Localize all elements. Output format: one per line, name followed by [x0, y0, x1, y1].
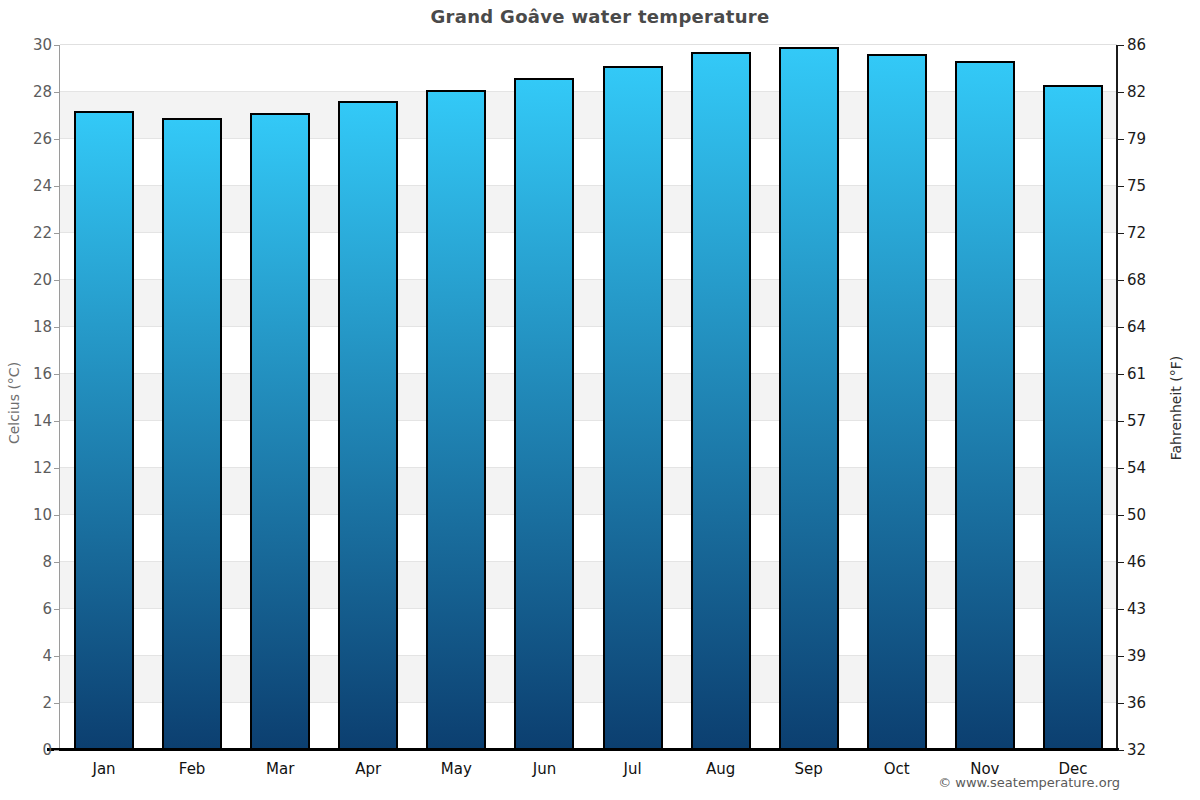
y-tick-mark-left	[54, 233, 59, 234]
temperature-bar-sep[interactable]	[779, 47, 839, 750]
y-tick-mark-right	[1118, 92, 1124, 93]
y-tick-label-celsius: 2	[0, 694, 52, 712]
y-tick-mark-right	[1118, 750, 1124, 751]
y-tick-mark-left	[54, 186, 59, 187]
y-tick-label-celsius: 30	[0, 36, 52, 54]
y-tick-label-celsius: 4	[0, 647, 52, 665]
y-tick-label-fahrenheit: 75	[1127, 177, 1146, 195]
y-tick-label-fahrenheit: 64	[1127, 318, 1146, 336]
y-axis-line-left	[59, 45, 60, 750]
y-tick-mark-right	[1118, 609, 1124, 610]
temperature-bar-jun[interactable]	[514, 78, 574, 750]
y-tick-mark-left	[54, 468, 59, 469]
y-tick-mark-left	[54, 750, 59, 751]
y-tick-label-celsius: 8	[0, 553, 52, 571]
month-label-sep: Sep	[765, 759, 853, 779]
y-tick-label-fahrenheit: 32	[1127, 741, 1146, 759]
month-label-feb: Feb	[148, 759, 236, 779]
x-axis-line	[47, 748, 1119, 751]
y-tick-label-fahrenheit: 82	[1127, 83, 1146, 101]
y-tick-mark-right	[1118, 186, 1124, 187]
month-label-mar: Mar	[236, 759, 324, 779]
y-tick-mark-left	[54, 609, 59, 610]
y-tick-label-celsius: 26	[0, 130, 52, 148]
y-tick-mark-right	[1118, 656, 1124, 657]
y-tick-label-celsius: 6	[0, 600, 52, 618]
y-tick-label-fahrenheit: 39	[1127, 647, 1146, 665]
y-tick-mark-left	[54, 45, 59, 46]
temperature-bar-dec[interactable]	[1043, 85, 1103, 750]
y-tick-label-fahrenheit: 50	[1127, 506, 1146, 524]
y-tick-label-fahrenheit: 36	[1127, 694, 1146, 712]
temperature-bar-jan[interactable]	[74, 111, 134, 750]
month-label-jan: Jan	[60, 759, 148, 779]
temperature-bar-jul[interactable]	[603, 66, 663, 750]
y-axis-line-right	[1116, 45, 1118, 750]
y-tick-label-celsius: 0	[0, 741, 52, 759]
y-tick-label-fahrenheit: 46	[1127, 553, 1146, 571]
month-label-may: May	[412, 759, 500, 779]
temperature-bar-mar[interactable]	[250, 113, 310, 750]
y-tick-mark-right	[1118, 233, 1124, 234]
y-tick-label-celsius: 24	[0, 177, 52, 195]
temperature-bar-apr[interactable]	[338, 101, 398, 750]
y-tick-label-fahrenheit: 86	[1127, 36, 1146, 54]
y-tick-mark-left	[54, 327, 59, 328]
y-tick-mark-left	[54, 280, 59, 281]
y-tick-label-fahrenheit: 68	[1127, 271, 1146, 289]
y-tick-label-fahrenheit: 54	[1127, 459, 1146, 477]
y-tick-label-celsius: 22	[0, 224, 52, 242]
y-tick-mark-right	[1118, 562, 1124, 563]
temperature-bar-may[interactable]	[426, 90, 486, 750]
month-label-apr: Apr	[324, 759, 412, 779]
y-tick-mark-left	[54, 515, 59, 516]
y-tick-mark-left	[54, 421, 59, 422]
chart-title: Grand Goâve water temperature	[0, 6, 1200, 27]
temperature-bar-aug[interactable]	[691, 52, 751, 750]
water-temperature-chart: Grand Goâve water temperature 3028262422…	[0, 0, 1200, 800]
y-tick-label-fahrenheit: 43	[1127, 600, 1146, 618]
y-tick-mark-left	[54, 139, 59, 140]
y-tick-mark-right	[1118, 703, 1124, 704]
y-tick-label-fahrenheit: 61	[1127, 365, 1146, 383]
y-tick-label-fahrenheit: 57	[1127, 412, 1146, 430]
temperature-bar-nov[interactable]	[955, 61, 1015, 750]
y-tick-mark-right	[1118, 515, 1124, 516]
y-tick-label-fahrenheit: 72	[1127, 224, 1146, 242]
y-tick-mark-left	[54, 703, 59, 704]
temperature-bar-oct[interactable]	[867, 54, 927, 750]
month-label-jun: Jun	[500, 759, 588, 779]
month-label-aug: Aug	[677, 759, 765, 779]
y-tick-mark-right	[1118, 468, 1124, 469]
plot-area	[60, 45, 1117, 750]
y-tick-mark-right	[1118, 327, 1124, 328]
month-label-oct: Oct	[853, 759, 941, 779]
y-tick-mark-right	[1118, 421, 1124, 422]
y-tick-mark-left	[54, 562, 59, 563]
y-axis-title-celsius: Celcius (°C)	[6, 253, 22, 553]
y-tick-mark-left	[54, 656, 59, 657]
y-tick-mark-right	[1118, 374, 1124, 375]
watermark-link[interactable]: © www.seatemperature.org	[938, 775, 1120, 790]
y-tick-label-celsius: 28	[0, 83, 52, 101]
y-tick-mark-left	[54, 374, 59, 375]
month-label-jul: Jul	[589, 759, 677, 779]
y-tick-label-fahrenheit: 79	[1127, 130, 1146, 148]
y-tick-mark-left	[54, 92, 59, 93]
temperature-bar-feb[interactable]	[162, 118, 222, 750]
y-tick-mark-right	[1118, 45, 1124, 46]
y-tick-mark-right	[1118, 280, 1124, 281]
y-tick-mark-right	[1118, 139, 1124, 140]
y-axis-title-fahrenheit: Fahrenheit (°F)	[1168, 258, 1184, 558]
